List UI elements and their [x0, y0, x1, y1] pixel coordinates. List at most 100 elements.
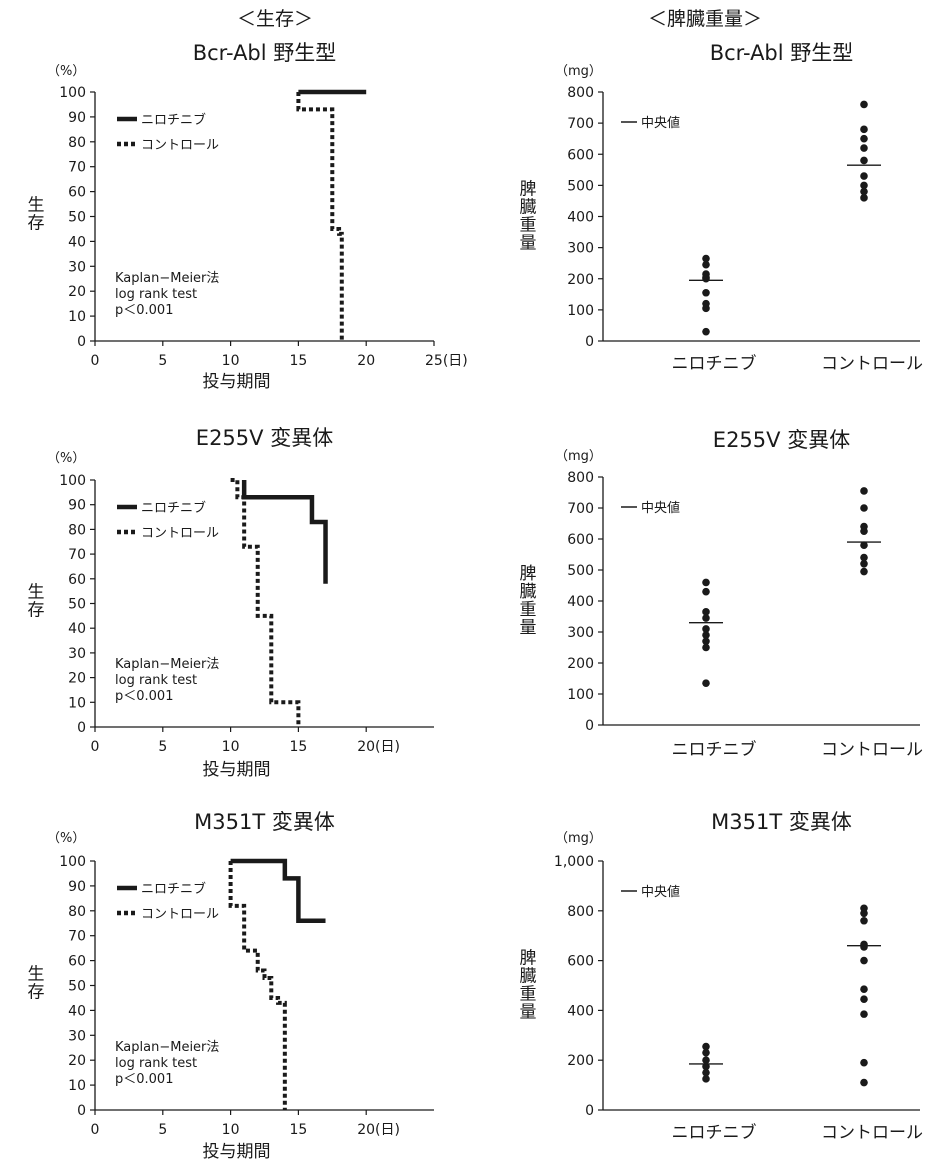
y-tick-label: 30	[68, 259, 86, 275]
data-point	[702, 1068, 710, 1077]
data-point	[702, 637, 710, 646]
y-tick-label: 100	[59, 854, 86, 870]
y-tick-label: 0	[77, 334, 86, 350]
category-label: コントロール	[821, 1123, 923, 1143]
stat-annotation: Kaplan−Meier法	[115, 657, 219, 672]
data-point	[860, 560, 868, 568]
y-tick-label: 60	[68, 185, 86, 201]
y-tick-label: 80	[68, 522, 86, 538]
series-line-control	[296, 92, 344, 341]
chart-title: E255V 変異体	[196, 426, 333, 450]
data-point	[860, 100, 868, 109]
data-point	[702, 578, 710, 587]
y-tick-label: 10	[68, 309, 86, 325]
y-tick-label: 400	[567, 594, 594, 610]
y-tick-label: 50	[68, 597, 86, 613]
data-point	[702, 274, 710, 283]
y-axis-label-char: 存	[28, 983, 45, 1003]
data-point	[860, 134, 868, 143]
x-tick-label: 5	[158, 739, 167, 755]
y-tick-label: 800	[567, 470, 594, 486]
y-tick-label: 400	[567, 210, 594, 226]
data-point	[860, 1058, 868, 1067]
y-axis-label-char: 臓	[520, 582, 537, 602]
y-axis-label-char: 生	[28, 965, 45, 985]
y-axis-label-char: 存	[28, 214, 45, 234]
x-tick-label: 5	[158, 1122, 167, 1138]
y-axis-label-char: 臓	[520, 967, 537, 987]
y-tick-label: 30	[68, 1028, 86, 1044]
x-tick-label: 15	[289, 1122, 307, 1138]
y-tick-label: 90	[68, 110, 86, 126]
y-tick-label: 700	[567, 116, 594, 132]
x-tick-label: 5	[158, 353, 167, 369]
data-point	[702, 679, 710, 687]
y-tick-label: 800	[567, 85, 594, 101]
data-point	[702, 608, 710, 616]
y-tick-label: 40	[68, 621, 86, 637]
y-tick-label: 50	[68, 979, 86, 995]
y-tick-label: 20	[68, 671, 86, 687]
y-unit-label: （mg）	[555, 831, 602, 846]
data-point	[702, 1042, 710, 1051]
y-tick-label: 40	[68, 1003, 86, 1019]
x-axis-label: 投与期間	[203, 760, 271, 780]
y-axis-label-char: 量	[520, 234, 537, 254]
stat-annotation: p＜0.001	[115, 303, 173, 318]
y-tick-label: 80	[68, 904, 86, 920]
data-point	[702, 1075, 710, 1083]
x-axis-label: 投与期間	[203, 372, 271, 392]
y-tick-label: 200	[567, 272, 594, 288]
legend-label: 中央値	[641, 500, 680, 516]
y-tick-label: 0	[77, 720, 86, 736]
stat-annotation: Kaplan−Meier法	[115, 1040, 219, 1055]
data-point	[860, 567, 868, 576]
data-point	[860, 995, 868, 1003]
y-tick-label: 800	[567, 904, 594, 920]
x-tick-label: 20(日)	[357, 1122, 400, 1138]
y-tick-label: 300	[567, 625, 594, 641]
stat-annotation: p＜0.001	[115, 689, 173, 704]
x-tick-label: 10	[222, 1122, 240, 1138]
data-point	[860, 541, 868, 549]
y-tick-label: 700	[567, 501, 594, 517]
x-tick-label: 0	[91, 353, 100, 369]
spleen-chart-1: Bcr-Abl 野生型 （mg） 0 100 200 300 400 500 600 700 800…	[520, 41, 924, 374]
data-point	[860, 909, 868, 918]
y-tick-label: 0	[585, 718, 594, 734]
data-point	[860, 916, 868, 925]
chart-title: E255V 変異体	[713, 428, 850, 452]
y-axis-label-char: 脾	[520, 180, 537, 200]
y-tick-label: 70	[68, 160, 86, 176]
y-tick-label: 50	[68, 210, 86, 226]
y-tick-label: 200	[567, 1053, 594, 1069]
x-axis-label: 投与期間	[203, 1142, 271, 1162]
y-axis-label-char: 生	[28, 583, 45, 603]
y-unit-label: （mg）	[555, 449, 602, 464]
series-line-control	[228, 861, 287, 1110]
data-point	[860, 187, 868, 196]
y-tick-label: 70	[68, 929, 86, 945]
y-tick-label: 90	[68, 498, 86, 514]
y-axis-label-char: 臓	[520, 198, 537, 218]
y-tick-label: 500	[567, 178, 594, 194]
data-point	[702, 327, 710, 336]
x-tick-label: 15	[289, 739, 307, 755]
y-tick-label: 1,000	[554, 854, 594, 870]
y-tick-label: 0	[77, 1103, 86, 1119]
series-line-nilotinib	[241, 480, 328, 584]
y-axis-label-char: 重	[520, 600, 537, 620]
y-tick-label: 10	[68, 1078, 86, 1094]
data-point	[860, 156, 868, 165]
y-tick-label: 100	[59, 85, 86, 101]
data-point	[702, 1056, 710, 1064]
data-point	[860, 553, 868, 562]
legend-label: 中央値	[641, 115, 680, 131]
x-tick-label: 20(日)	[357, 739, 400, 755]
stat-annotation: log rank test	[115, 287, 197, 302]
y-tick-label: 600	[567, 954, 594, 970]
data-point	[860, 943, 868, 951]
stat-annotation: log rank test	[115, 673, 197, 688]
data-point	[702, 1048, 710, 1057]
